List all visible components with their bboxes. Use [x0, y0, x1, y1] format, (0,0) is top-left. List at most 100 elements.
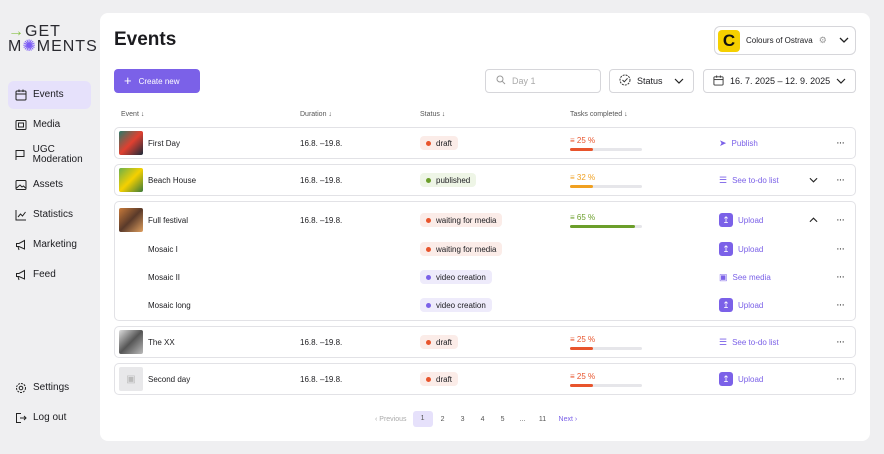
event-name: Beach House	[148, 175, 197, 185]
sidebar-item-statistics[interactable]: Statistics	[8, 201, 91, 229]
date-range-dropdown[interactable]: 16. 7. 2025 – 12. 9. 2025	[703, 69, 856, 93]
previous-page-button[interactable]: ‹ Previous	[375, 415, 407, 423]
status-filter-dropdown[interactable]: Status	[609, 69, 694, 93]
page-ellipsis: ...	[519, 415, 526, 423]
next-page-button[interactable]: Next ›	[558, 415, 578, 423]
table-row[interactable]: Full festival 16.8. –19.8. waiting for m…	[115, 206, 857, 234]
calendar-icon	[713, 74, 724, 88]
see-media-button[interactable]: ▣ See media	[719, 272, 771, 283]
page-button[interactable]: 11	[538, 415, 547, 423]
sidebar-item-events[interactable]: Events	[8, 81, 91, 109]
media-icon	[14, 119, 27, 132]
event-name: Full festival	[148, 215, 189, 225]
column-header-label: Event	[121, 111, 139, 118]
action-label: See media	[732, 272, 771, 282]
sidebar-item-logout[interactable]: Log out	[8, 404, 91, 432]
status-badge-label: waiting for media	[436, 244, 497, 254]
subevent-name: Mosaic I	[148, 244, 178, 254]
tasks-progress: ≡ 25 %	[570, 335, 642, 350]
page-button[interactable]: 1	[412, 411, 433, 427]
table-subrow[interactable]: Mosaic long video creation ↥ Upload ···	[115, 291, 857, 319]
tasks-percent: 32 %	[576, 172, 596, 182]
more-options-icon[interactable]: ···	[836, 271, 845, 283]
status-badge: draft	[420, 335, 459, 349]
image-icon	[14, 179, 27, 192]
gear-icon[interactable]: ⚙	[818, 35, 827, 45]
action-label: See to-do list	[732, 175, 779, 185]
table-subrow[interactable]: Mosaic II video creation ▣ See media ···	[115, 263, 857, 291]
megaphone-icon	[14, 269, 27, 282]
more-options-icon[interactable]: ···	[836, 243, 845, 255]
sidebar-item-marketing[interactable]: Marketing	[8, 231, 91, 259]
more-options-icon[interactable]: ···	[836, 373, 845, 385]
sidebar-item-label: Feed	[33, 269, 56, 280]
sidebar: →GET M✺MENTS Events Media UGC Moderation…	[0, 0, 100, 454]
sidebar-item-settings[interactable]: Settings	[8, 374, 91, 402]
more-options-icon[interactable]: ···	[836, 137, 845, 149]
app-logo[interactable]: →GET M✺MENTS	[8, 24, 98, 55]
search-field[interactable]	[485, 69, 601, 93]
event-name: First Day	[148, 138, 180, 148]
column-header-status[interactable]: Status ↓	[420, 111, 446, 118]
logo-line2b: MENTS	[36, 38, 98, 55]
chevron-down-icon	[836, 76, 846, 86]
page-button[interactable]: 2	[440, 415, 445, 423]
action-label: Upload	[738, 244, 764, 254]
upload-button[interactable]: ↥ Upload	[719, 372, 763, 386]
upload-icon: ↥	[719, 242, 733, 256]
action-label: Upload	[738, 215, 764, 225]
table-row[interactable]: ▣ Second day 16.8. –19.8. draft ≡ 25 % ↥…	[114, 363, 856, 395]
sidebar-item-feed[interactable]: Feed	[8, 261, 91, 289]
more-options-icon[interactable]: ···	[836, 174, 845, 186]
upload-button[interactable]: ↥ Upload	[719, 242, 763, 256]
gear-icon	[14, 382, 27, 395]
send-icon: ➤	[719, 137, 727, 148]
tasks-percent: 25 %	[576, 135, 596, 145]
search-icon	[496, 75, 506, 87]
column-header-duration[interactable]: Duration ↓	[300, 111, 332, 118]
page-button[interactable]: 4	[480, 415, 485, 423]
sidebar-item-label: Statistics	[33, 209, 74, 220]
status-badge: draft	[420, 136, 459, 150]
page-button[interactable]: 3	[460, 415, 465, 423]
see-todo-list-button[interactable]: ☰ See to-do list	[719, 337, 779, 348]
chevron-up-icon[interactable]	[809, 215, 818, 225]
table-row[interactable]: The XX 16.8. –19.8. draft ≡ 25 % ☰ See to…	[114, 326, 856, 358]
event-duration: 16.8. –19.8.	[300, 175, 343, 185]
table-row[interactable]: First Day 16.8. –19.8. draft ≡ 25 % ➤ Pub…	[114, 127, 856, 159]
table-row[interactable]: Beach House 16.8. –19.8. published ≡ 32 …	[114, 164, 856, 196]
chevron-down-icon[interactable]	[809, 175, 818, 185]
table-row-group: Full festival 16.8. –19.8. waiting for m…	[114, 201, 856, 321]
org-logo: C	[718, 29, 740, 52]
status-filter-label: Status	[637, 76, 663, 86]
create-new-button[interactable]: + Create new	[114, 69, 200, 93]
organization-selector[interactable]: C Colours of Ostrava ⚙	[714, 26, 856, 55]
image-placeholder-icon: ▣	[119, 367, 143, 391]
sidebar-item-assets[interactable]: Assets	[8, 171, 91, 199]
sidebar-item-label: Media	[33, 119, 61, 130]
chart-icon	[14, 209, 27, 222]
chat-flag-icon	[14, 149, 27, 162]
column-header-event[interactable]: Event ↓	[121, 111, 145, 118]
sidebar-item-label: Settings	[33, 382, 70, 393]
status-badge-label: video creation	[436, 272, 486, 282]
upload-button[interactable]: ↥ Upload	[719, 298, 763, 312]
event-duration: 16.8. –19.8.	[300, 215, 343, 225]
more-options-icon[interactable]: ···	[836, 214, 845, 226]
more-options-icon[interactable]: ···	[836, 299, 845, 311]
event-thumbnail	[119, 131, 143, 155]
sidebar-item-media[interactable]: Media	[8, 111, 91, 139]
upload-button[interactable]: ↥ Upload	[719, 213, 763, 227]
more-options-icon[interactable]: ···	[836, 336, 845, 348]
publish-button[interactable]: ➤ Publish	[719, 138, 758, 149]
sidebar-item-ugc[interactable]: UGC Moderation	[8, 141, 91, 169]
event-duration: 16.8. –19.8.	[300, 337, 343, 347]
search-input[interactable]	[512, 76, 592, 86]
logo-line2a: M	[8, 38, 23, 55]
column-header-tasks[interactable]: Tasks completed ↓	[570, 111, 628, 118]
table-subrow[interactable]: Mosaic I waiting for media ↥ Upload ···	[115, 235, 857, 263]
subevent-name: Mosaic long	[148, 300, 191, 310]
see-todo-list-button[interactable]: ☰ See to-do list	[719, 175, 779, 186]
tasks-percent: 25 %	[576, 371, 596, 381]
page-button[interactable]: 5	[500, 415, 505, 423]
